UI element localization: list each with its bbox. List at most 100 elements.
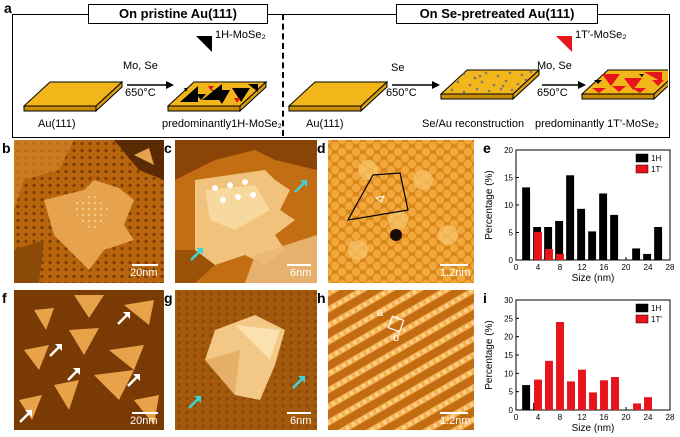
bar-1H-6 bbox=[544, 227, 553, 260]
bar-1Tt-6 bbox=[545, 249, 553, 260]
cyan-arrow-icon bbox=[292, 376, 305, 389]
bar-1Tt-8 bbox=[556, 253, 564, 260]
bar-1Tt-18 bbox=[611, 377, 619, 410]
scalebar-h bbox=[440, 412, 468, 414]
x-tick-label: 24 bbox=[644, 263, 653, 272]
scalebar-f bbox=[132, 412, 158, 414]
scale-label-b: 20nm bbox=[130, 267, 158, 279]
au-slab-1t bbox=[580, 69, 668, 101]
y-tick-label: 25 bbox=[504, 314, 513, 323]
stm-image-h: a b 1.2nm bbox=[328, 290, 474, 430]
x-tick-label: 20 bbox=[622, 413, 631, 422]
legend-label: 1T' bbox=[651, 315, 662, 324]
panel-a-schematic bbox=[22, 36, 668, 113]
bar-1H-2 bbox=[522, 187, 531, 260]
au-slab-2 bbox=[287, 80, 389, 113]
au-slab-recon bbox=[439, 68, 541, 101]
legend-label: 1H bbox=[651, 304, 661, 313]
arrow2-top: Se bbox=[391, 62, 405, 74]
letter-d: d bbox=[317, 140, 326, 156]
divider-dashed bbox=[282, 14, 284, 136]
legend-label: 1T' bbox=[651, 165, 662, 174]
bar-1H-16 bbox=[599, 193, 608, 260]
white-arrow-icon bbox=[19, 410, 32, 423]
stm-image-g: 6nm bbox=[175, 290, 317, 430]
x-tick-label: 28 bbox=[666, 263, 675, 272]
scale-label-c: 6nm bbox=[290, 267, 312, 279]
bar-1Tt-12 bbox=[578, 369, 586, 410]
sub-1h-product: predominantly1H-MoSe₂ bbox=[162, 118, 282, 130]
letter-g: g bbox=[164, 290, 173, 306]
stm-image-f: 20nm bbox=[14, 290, 164, 430]
bar-1H-14 bbox=[588, 231, 597, 260]
letter-b: b bbox=[2, 140, 11, 156]
letter-c: c bbox=[164, 140, 172, 156]
sub-1t-product: predominantly 1T′-MoSe₂ bbox=[535, 118, 659, 130]
y-tick-label: 0 bbox=[509, 256, 514, 265]
cyan-arrow-icon bbox=[294, 180, 307, 193]
y-tick-label: 15 bbox=[504, 174, 513, 183]
panel-a-frame bbox=[12, 14, 670, 138]
bar-1H-26 bbox=[654, 227, 663, 260]
cyan-arrow-icon bbox=[190, 248, 203, 261]
x-tick-label: 12 bbox=[578, 413, 587, 422]
panel-letter-a: a bbox=[4, 0, 12, 16]
scalebar-c bbox=[287, 264, 311, 266]
bar-1H-10 bbox=[566, 175, 575, 260]
letter-e: e bbox=[483, 140, 491, 156]
y-tick-label: 5 bbox=[509, 388, 514, 397]
bar-1Tt-4 bbox=[534, 379, 542, 410]
bar-1Tt-6 bbox=[545, 360, 553, 410]
bar-1Tt-16 bbox=[600, 380, 608, 410]
letter-f: f bbox=[2, 290, 7, 306]
bar-1Tt-4 bbox=[534, 231, 542, 260]
white-arrow-icon bbox=[67, 368, 80, 381]
arrow1-bottom: 650°C bbox=[125, 87, 156, 99]
x-axis-label: Size (nm) bbox=[572, 423, 615, 434]
arrow1-top: Mo, Se bbox=[123, 60, 158, 72]
white-arrow-icon bbox=[127, 374, 140, 387]
x-tick-label: 16 bbox=[600, 413, 609, 422]
x-tick-label: 4 bbox=[536, 263, 541, 272]
x-tick-label: 4 bbox=[536, 413, 541, 422]
stm-image-d: 1.2nm bbox=[328, 140, 474, 283]
sub-recon: Se/Au reconstruction bbox=[422, 118, 525, 130]
x-tick-label: 12 bbox=[578, 263, 587, 272]
left-title: On pristine Au(111) bbox=[88, 4, 268, 24]
white-arrow-icon bbox=[117, 312, 130, 325]
legend-swatch bbox=[635, 153, 649, 163]
x-tick-label: 8 bbox=[558, 413, 563, 422]
x-axis-label: Size (nm) bbox=[572, 273, 615, 284]
sub-au-right: Au(111) bbox=[306, 118, 344, 130]
cell-label-a: a bbox=[377, 307, 384, 319]
y-axis-label: Percentage (%) bbox=[484, 320, 495, 389]
bar-1H-8 bbox=[555, 220, 564, 260]
x-tick-label: 8 bbox=[558, 263, 563, 272]
legend-swatch bbox=[635, 303, 649, 313]
x-tick-label: 20 bbox=[622, 263, 631, 272]
legend-swatch bbox=[635, 314, 649, 324]
y-tick-label: 10 bbox=[504, 369, 513, 378]
au-slab-1 bbox=[22, 80, 124, 113]
white-arrow-icon bbox=[49, 344, 62, 357]
right-title: On Se-pretreated Au(111) bbox=[396, 4, 598, 24]
scale-label-d: 1.2nm bbox=[440, 267, 471, 279]
y-tick-label: 20 bbox=[504, 146, 513, 155]
bar-1H-2 bbox=[522, 385, 531, 410]
cyan-arrow-icon bbox=[188, 396, 201, 409]
arrow2-bottom: 650°C bbox=[386, 87, 417, 99]
scalebar-d bbox=[440, 264, 468, 266]
y-tick-label: 10 bbox=[504, 201, 513, 210]
legend-1h-label: 1H-MoSe₂ bbox=[215, 29, 266, 41]
bar-1Tt-24 bbox=[644, 397, 652, 410]
y-tick-label: 20 bbox=[504, 333, 513, 342]
scalebar-b bbox=[132, 264, 158, 266]
scalebar-g bbox=[287, 412, 311, 414]
bar-1Tt-8 bbox=[556, 322, 564, 410]
arrow3-bottom: 650°C bbox=[537, 87, 568, 99]
legend-1t-label: 1T′-MoSe₂ bbox=[575, 29, 627, 41]
scale-label-f: 20nm bbox=[130, 415, 158, 427]
stm-image-c: 6nm bbox=[175, 140, 317, 283]
bar-1Tt-14 bbox=[589, 392, 597, 410]
y-tick-label: 5 bbox=[509, 229, 514, 238]
